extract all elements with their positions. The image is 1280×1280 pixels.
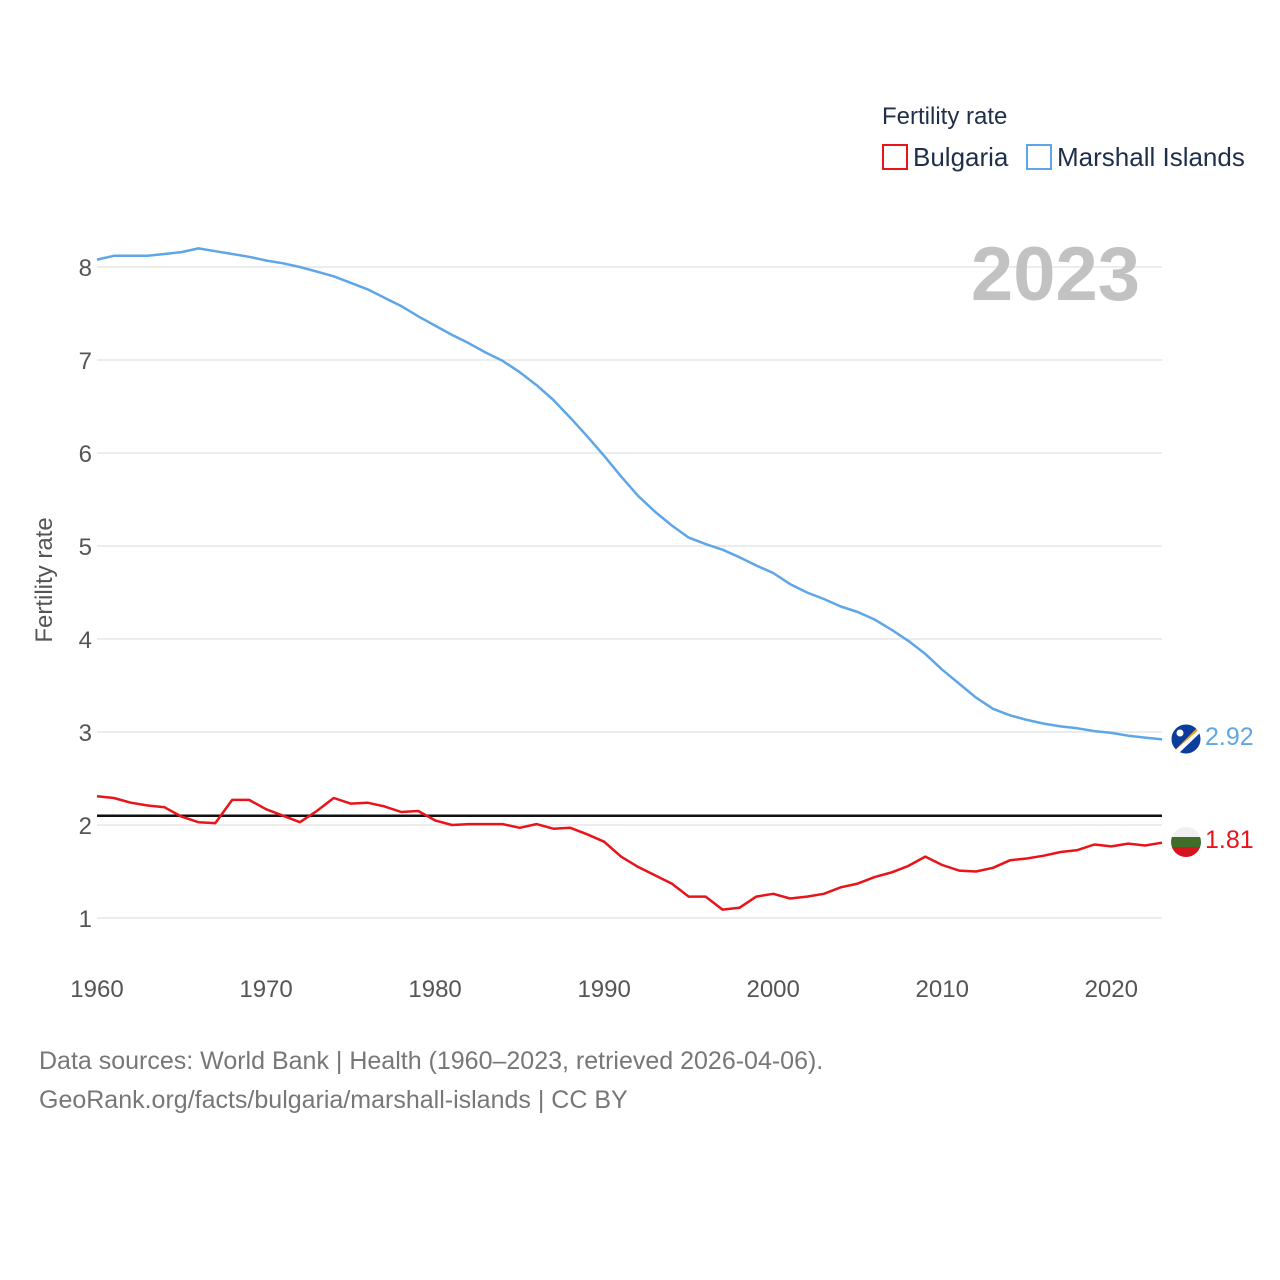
attribution-link[interactable]: GeoRank.org/facts/bulgaria/marshall-isla… [39, 1086, 628, 1114]
x-tick-label: 2000 [746, 976, 799, 1003]
year-label: 2023 [971, 232, 1140, 317]
x-axis-ticks: 1960 1970 1980 1990 2000 2010 2020 [70, 976, 1138, 1003]
marshall-islands-flag-icon [1170, 723, 1202, 755]
y-axis-ticks: 1 2 3 4 5 6 7 8 [79, 255, 92, 933]
legend-label-marshall-islands: Marshall Islands [1057, 142, 1245, 172]
y-tick-label: 4 [79, 627, 92, 654]
y-axis-title: Fertility rate [31, 517, 58, 642]
legend-swatch-marshall-islands [1026, 144, 1052, 170]
end-value-marshall-islands: 2.92 [1205, 723, 1254, 751]
legend-label-bulgaria: Bulgaria [913, 142, 1009, 172]
y-tick-label: 7 [79, 348, 92, 375]
legend-item-marshall-islands[interactable]: Marshall Islands [1026, 142, 1245, 172]
x-tick-label: 1960 [70, 976, 123, 1003]
grid-lines [97, 266, 1162, 919]
end-value-bulgaria: 1.81 [1205, 826, 1254, 854]
legend-item-bulgaria[interactable]: Bulgaria [882, 142, 1009, 172]
x-tick-label: 1980 [408, 976, 461, 1003]
legend: Fertility rate Bulgaria Marshall Islands [882, 103, 1245, 172]
x-tick-label: 1990 [577, 976, 630, 1003]
x-tick-label: 1970 [239, 976, 292, 1003]
y-tick-label: 3 [79, 720, 92, 747]
series-line-bulgaria [96, 794, 1163, 911]
data-source-note: Data sources: World Bank | Health (1960–… [39, 1047, 823, 1075]
legend-title: Fertility rate [882, 103, 1007, 130]
y-tick-label: 5 [79, 534, 92, 561]
legend-swatch-bulgaria [882, 144, 908, 170]
y-tick-label: 1 [79, 906, 92, 933]
y-tick-label: 8 [79, 255, 92, 282]
x-tick-label: 2010 [916, 976, 969, 1003]
y-tick-label: 2 [79, 813, 92, 840]
bulgaria-flag-icon [1171, 827, 1201, 857]
x-tick-label: 2020 [1085, 976, 1138, 1003]
series-line-marshall-islands [96, 247, 1163, 741]
y-tick-label: 6 [79, 441, 92, 468]
